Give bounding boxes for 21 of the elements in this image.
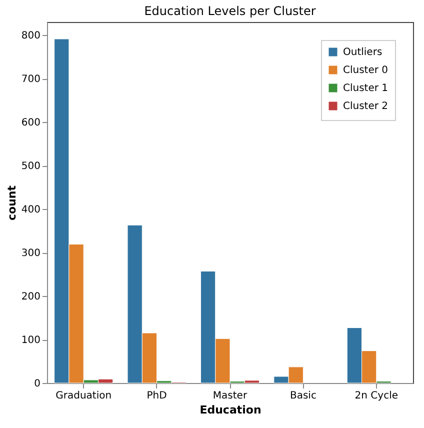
x-tick-label: 2n Cycle: [354, 390, 398, 402]
y-tick-label: 600: [21, 118, 40, 129]
y-tick-label: 700: [21, 74, 40, 86]
legend-label: Cluster 0: [343, 65, 388, 76]
y-tick-label: 500: [21, 161, 40, 172]
y-tick-label: 0: [34, 378, 40, 390]
y-tick-label: 300: [21, 248, 40, 260]
legend-label: Cluster 1: [343, 83, 388, 94]
y-tick-label: 400: [21, 204, 40, 216]
x-tick-label: Master: [212, 390, 248, 402]
x-tick-label: Graduation: [56, 390, 112, 402]
x-axis-title: Education: [200, 404, 262, 416]
y-tick-label: 800: [21, 30, 40, 42]
y-tick-label: 200: [21, 292, 40, 303]
chart-title: Education Levels per Cluster: [144, 4, 316, 18]
y-axis-title: count: [5, 186, 18, 220]
x-tick-label: PhD: [146, 390, 168, 402]
x-tick-label: Basic: [290, 390, 316, 402]
legend-label: Cluster 2: [343, 101, 388, 112]
legend-label: Outliers: [343, 47, 382, 58]
y-tick-label: 100: [21, 335, 40, 346]
